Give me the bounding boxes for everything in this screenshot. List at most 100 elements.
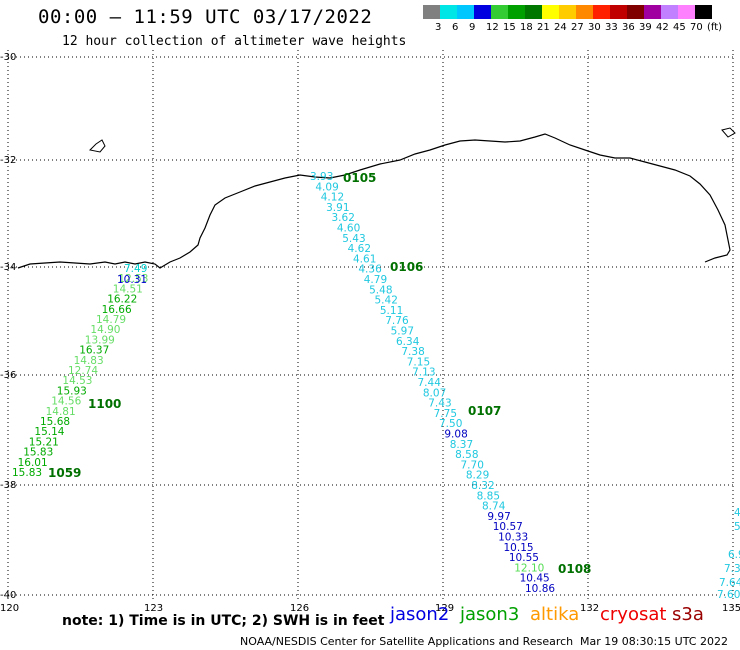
- swh-value-east: 7.75: [434, 408, 457, 420]
- swh-value-west: 16.37: [79, 345, 109, 357]
- swh-value-west: 16.22: [107, 294, 137, 306]
- legend-swatch: [627, 5, 644, 19]
- legend-value: 42: [656, 22, 669, 33]
- legend-swatch: [423, 5, 440, 19]
- lat-label-32: -32: [0, 155, 17, 166]
- swh-value-edge: 7.64: [719, 577, 740, 589]
- swh-value-east: 6.34: [396, 336, 420, 348]
- legend-swatch: [525, 5, 542, 19]
- legend-swatch: [644, 5, 661, 19]
- swh-value-east: 7.38: [401, 346, 424, 358]
- lon-label-123: 123: [144, 603, 164, 614]
- legend-swatch: [474, 5, 491, 19]
- swh-value-east: 4.61: [353, 253, 376, 265]
- swh-value-west: 14.90: [90, 324, 120, 336]
- swh-value-east: 5.42: [375, 295, 398, 307]
- swh-value-east: 10.57: [493, 521, 523, 533]
- swh-value-east: 3.91: [326, 202, 349, 214]
- swh-value-east: 9.97: [487, 511, 510, 523]
- time-label-0106: 0106: [390, 260, 423, 274]
- legend-value: 39: [639, 22, 652, 33]
- legend-value: 3: [435, 22, 442, 33]
- sat-jason2: jason2: [390, 604, 450, 625]
- footer-agency: NOAA/NESDIS Center for Satellite Applica…: [240, 635, 574, 648]
- swh-value-edge: 4: [734, 507, 740, 519]
- time-label-0105: 0105: [343, 171, 376, 185]
- swh-value-east: 4.60: [337, 223, 360, 235]
- legend-value: 12: [486, 22, 499, 33]
- map-title: 00:00 – 11:59 UTC 03/17/2022: [38, 6, 373, 28]
- swh-value-east: 5.11: [380, 305, 403, 317]
- legend-swatch: [576, 5, 593, 19]
- lon-label-135: 135: [722, 603, 740, 614]
- swh-value-east: 8.32: [471, 480, 494, 492]
- island-east: [721, 127, 736, 138]
- swh-value-east: 10.55: [509, 552, 539, 564]
- lat-label-36: -36: [0, 370, 17, 381]
- lat-label-30: -30: [0, 52, 17, 63]
- swh-value-east: 10.15: [504, 542, 534, 554]
- swh-value-east: 3.93: [310, 171, 333, 183]
- units-note: note: 1) Time is in UTC; 2) SWH is in fe…: [62, 613, 385, 629]
- swh-value-east: 4.79: [364, 274, 387, 286]
- swh-value-west: 16.66: [102, 304, 132, 316]
- swh-value-west: 14.56: [51, 396, 81, 408]
- swh-value-west: 14.83: [74, 355, 104, 367]
- legend-value: 24: [554, 22, 567, 33]
- swh-value-edge: 6.9: [728, 549, 740, 561]
- legend-value: 27: [571, 22, 584, 33]
- lon-label-129: 129: [435, 603, 455, 614]
- swh-value-east: 7.15: [407, 356, 430, 368]
- swh-value-west: 14.81: [46, 406, 76, 418]
- swh-value-west: 12.53: [118, 273, 148, 285]
- swh-value-west: 14.51: [113, 283, 143, 295]
- swh-value-west: 15.83: [23, 447, 53, 459]
- swh-value-east: 7.43: [428, 398, 451, 410]
- swh-value-east: 8.29: [466, 470, 489, 482]
- swh-value-west: 13.99: [85, 334, 115, 346]
- swh-value-east: 7.44: [418, 377, 442, 389]
- lon-label-126: 126: [290, 603, 310, 614]
- legend-swatch: [491, 5, 508, 19]
- legend-unit: (ft): [707, 22, 723, 33]
- island-west: [88, 139, 106, 153]
- swh-value-west: 14.79: [96, 314, 126, 326]
- swh-value-west: 7.49: [124, 263, 147, 275]
- swh-value-east: 4.62: [348, 243, 371, 255]
- swh-value-west: 15.68: [40, 416, 70, 428]
- legend-value: 36: [622, 22, 635, 33]
- legend-swatch: [542, 5, 559, 19]
- sat-jason3: jason3: [460, 604, 520, 625]
- legend-value: 30: [588, 22, 601, 33]
- legend-swatch: [695, 5, 712, 19]
- footer-timestamp: Mar 19 08:30:15 UTC 2022: [580, 635, 728, 648]
- lat-label-38: -38: [0, 480, 17, 491]
- swh-value-west: 14.53: [62, 375, 92, 387]
- swh-value-east: 10.86: [525, 583, 555, 595]
- legend-value: 6: [452, 22, 459, 33]
- jason3-track-west: 7.4912.5314.5116.2216.6614.7914.9013.991…: [12, 263, 148, 480]
- lon-label-120: 120: [0, 603, 20, 614]
- swh-value-east: 5.48: [369, 284, 392, 296]
- legend-swatch: [508, 5, 525, 19]
- legend-value: 70: [690, 22, 703, 33]
- lat-label-40: -40: [0, 590, 17, 601]
- legend-swatch: [593, 5, 610, 19]
- swh-value-east: 7.76: [385, 315, 409, 327]
- legend-value: 9: [469, 22, 476, 33]
- sat-s3a: s3a: [672, 604, 704, 625]
- time-label-0108: 0108: [558, 562, 591, 576]
- swh-value-east: 4.09: [315, 181, 338, 193]
- coastline: [17, 133, 731, 269]
- swh-value-east: 7.13: [412, 367, 435, 379]
- legend-swatch: [661, 5, 678, 19]
- swh-value-east: 10.33: [498, 532, 528, 544]
- legend-value: 21: [537, 22, 550, 33]
- legend-swatch: [457, 5, 474, 19]
- legend-swatch: [610, 5, 627, 19]
- swh-value-east: 8.07: [423, 387, 446, 399]
- edge-track-values: 4 5. 6.9 7.3 7.647.60: [717, 507, 740, 601]
- legend-value: 33: [605, 22, 618, 33]
